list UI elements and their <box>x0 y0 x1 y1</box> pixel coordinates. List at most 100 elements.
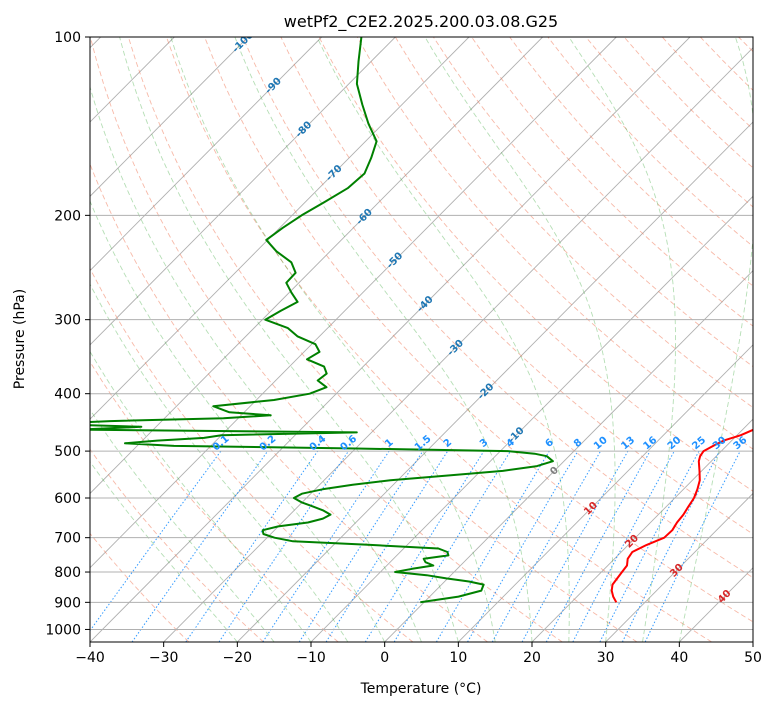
isotherm-label: -40 <box>415 294 436 315</box>
mixing-ratio-line <box>491 450 602 642</box>
background-lines <box>90 37 753 642</box>
moist-adiabat-line <box>90 460 238 642</box>
dewpoint-line <box>90 37 554 604</box>
mixing-ratio-line <box>90 450 222 632</box>
isotherm-line <box>163 47 753 642</box>
mixing-ratio-line <box>298 450 424 642</box>
mixing-ratio-line <box>521 450 629 642</box>
isotherm-line <box>458 344 753 642</box>
mixing-ratio-line <box>572 450 675 642</box>
dry-adiabat-line <box>318 37 753 492</box>
dry-adiabat-line <box>166 37 712 642</box>
moist-adiabat-line <box>424 37 616 642</box>
mixing-ratio-line <box>262 450 390 642</box>
mixing-ratio-label: 1 <box>383 437 395 450</box>
moist-adiabat-line <box>90 408 275 642</box>
moist-adiabat-line <box>90 85 422 642</box>
isotherm-line <box>237 121 753 642</box>
isotherm-line <box>531 418 753 642</box>
isotherm-line <box>90 37 249 197</box>
x-axis-label: Temperature (°C) <box>360 681 482 697</box>
moist-adiabat-line <box>678 37 753 642</box>
x-tick-label: 30 <box>597 650 615 666</box>
mixing-ratio-line <box>599 450 700 642</box>
y-tick-label: 100 <box>54 30 81 46</box>
moist-adiabat-line <box>316 37 570 642</box>
dry-adiabat-line <box>204 37 753 623</box>
isotherm-label: -100 <box>231 30 256 56</box>
y-tick-label: 600 <box>54 491 81 507</box>
dry-adiabat-line <box>585 37 753 208</box>
mixing-ratio-label: 0.6 <box>339 434 360 454</box>
plot-frame <box>89 36 754 643</box>
dry-adiabat-label: 40 <box>716 588 734 606</box>
y-tick-label: 500 <box>54 444 81 460</box>
moist-adiabat-line <box>119 37 459 642</box>
chart-title: wetPf2_C2E2.2025.200.03.08.G25 <box>284 12 558 32</box>
x-tick-label: 10 <box>449 650 467 666</box>
mixing-ratio-line <box>185 450 319 642</box>
x-tick-label: −30 <box>149 650 179 666</box>
x-tick-label: −40 <box>75 650 105 666</box>
y-tick-label: 1000 <box>45 622 81 638</box>
y-tick-label: 800 <box>54 565 81 581</box>
temperature-line <box>610 428 753 603</box>
dry-adiabat-line <box>90 162 488 642</box>
y-axis: 100 200 300 400 500 600 700 800 900 1000 <box>45 30 90 638</box>
mixing-ratio-line <box>644 450 741 642</box>
dry-adiabat-line <box>127 37 638 642</box>
x-tick-label: 20 <box>523 650 541 666</box>
moist-adiabat-line <box>234 37 533 642</box>
x-tick-label: 50 <box>744 650 762 666</box>
x-axis: −40 −30 −20 −10 0 10 20 30 40 50 <box>75 642 762 666</box>
mixing-ratio-label: 8 <box>572 437 584 450</box>
mixing-ratio-line <box>131 450 269 642</box>
dry-adiabat-line <box>623 37 753 169</box>
dry-adiabat-label: 0 <box>548 465 561 478</box>
moist-adiabat-line <box>90 283 349 642</box>
mixing-ratio-label: 2 <box>442 437 454 450</box>
dry-adiabat-line <box>471 37 753 327</box>
mixing-ratio-label: 30 <box>711 435 729 452</box>
isotherm-line <box>679 567 753 642</box>
mixing-ratio-line <box>545 450 651 642</box>
mixing-ratio-label: 16 <box>641 435 659 452</box>
x-tick-label: −20 <box>223 650 253 666</box>
isotherm-label: -80 <box>294 119 315 140</box>
isotherm-label: -90 <box>263 76 284 97</box>
mixing-ratio-line <box>218 450 349 642</box>
line-labels: -100-90-80-70-60-50-40-30-20-100.1 0.2 0.4… <box>211 30 750 606</box>
isotherm-label: -70 <box>324 163 345 184</box>
y-axis-label: Pressure (hPa) <box>12 289 28 389</box>
mixing-ratio-label: 10 <box>592 435 610 452</box>
isotherm-line <box>90 37 322 272</box>
isotherm-line <box>90 37 396 346</box>
y-tick-label: 900 <box>54 595 81 611</box>
y-tick-label: 700 <box>54 531 81 547</box>
mixing-ratio-label: 13 <box>619 435 637 452</box>
dry-adiabat-line <box>738 37 753 53</box>
dry-adiabat-line <box>90 532 190 642</box>
y-tick-label: 300 <box>54 313 81 329</box>
isotherm-line <box>90 37 470 420</box>
x-tick-label: −10 <box>296 650 326 666</box>
isotherm-label: -60 <box>354 207 375 228</box>
dry-adiabat-line <box>356 37 753 450</box>
isotherm-line <box>752 641 753 642</box>
moist-adiabat-line <box>568 37 676 642</box>
dry-adiabat-line <box>280 37 753 535</box>
dry-adiabat-label: 20 <box>623 533 641 551</box>
isotherm-line <box>310 195 753 642</box>
isotherm-line <box>90 37 691 642</box>
isotherm-line <box>90 37 543 495</box>
moist-adiabat-line <box>170 37 496 642</box>
dry-adiabat-line <box>661 37 753 130</box>
data-series <box>90 37 753 604</box>
mixing-ratio-label: 20 <box>666 435 684 452</box>
y-tick-label: 200 <box>54 208 81 224</box>
mixing-ratio-label: 0.4 <box>308 434 329 454</box>
isotherm-line <box>90 37 617 569</box>
x-tick-label: 0 <box>380 650 389 666</box>
dry-adiabat-line <box>90 448 264 642</box>
